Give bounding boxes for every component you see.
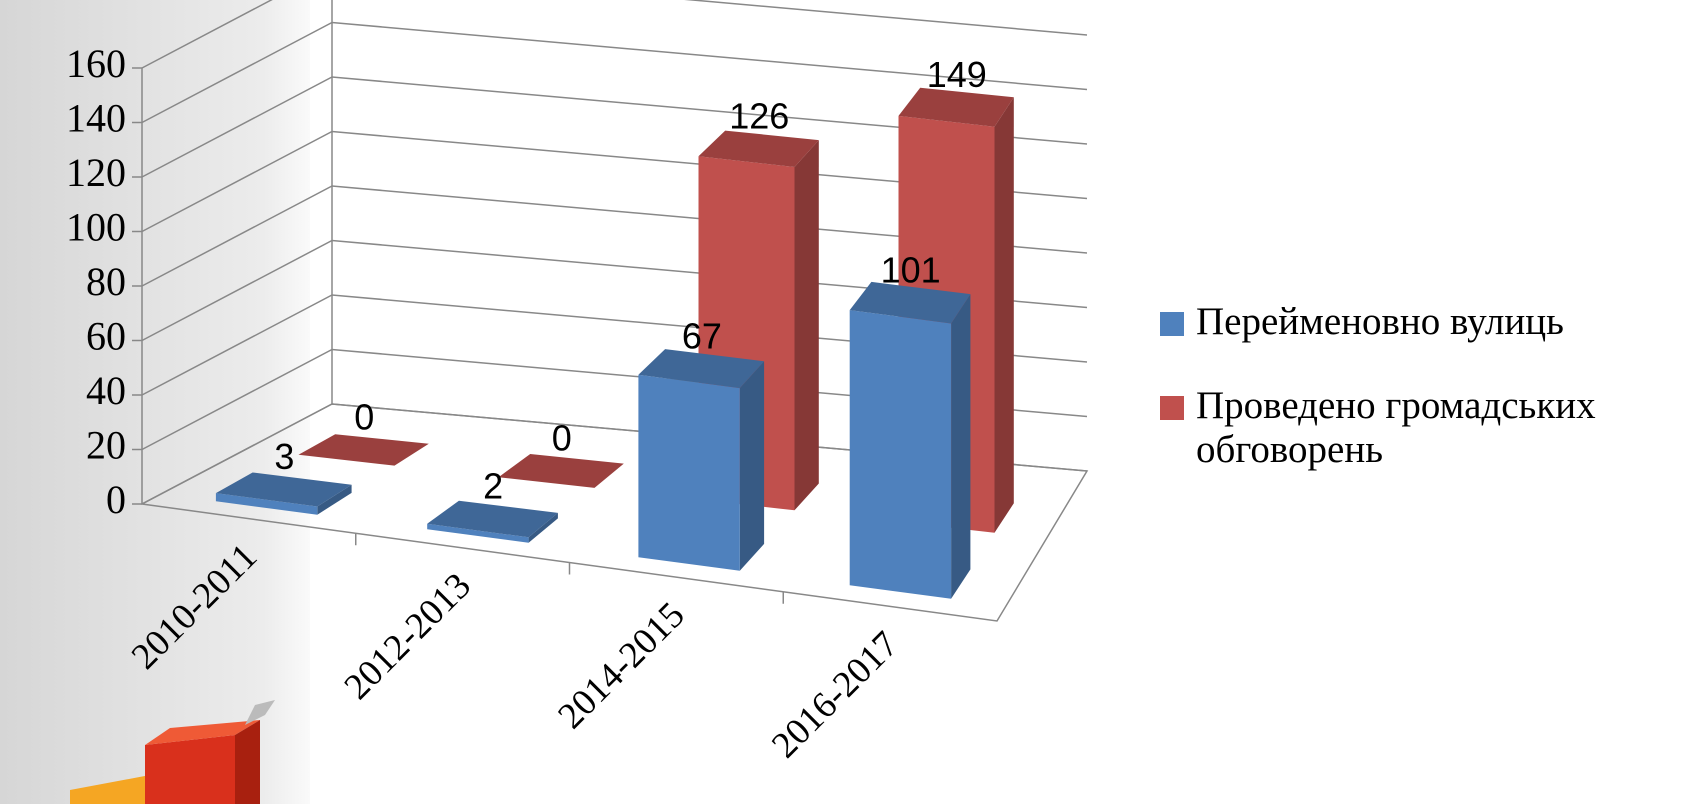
- value-label: 2: [483, 466, 503, 507]
- value-label: 67: [682, 315, 722, 356]
- bar-front: [638, 374, 740, 571]
- y-tick-label: 100: [66, 205, 126, 250]
- y-tick-label: 120: [66, 150, 126, 195]
- bar-top: [498, 454, 624, 488]
- value-label: 149: [927, 54, 987, 95]
- value-label: 0: [552, 418, 572, 459]
- grid-line: [141, 185, 1088, 287]
- grid-line: [141, 130, 1088, 233]
- bar-top: [698, 130, 819, 167]
- grid-line: [141, 348, 1088, 451]
- y-tick-label: 80: [86, 259, 126, 304]
- grid-line: [141, 239, 1088, 342]
- legend-swatch: [1160, 312, 1184, 336]
- value-label: 101: [881, 249, 941, 290]
- legend-item: Перейменовно вулиць: [1160, 300, 1680, 344]
- bar-side: [794, 140, 819, 511]
- y-tick-label: 0: [106, 477, 126, 522]
- y-tick-label: 40: [86, 368, 126, 413]
- decoration: [70, 700, 275, 804]
- value-label: 0: [354, 397, 374, 438]
- bar-top: [849, 281, 971, 324]
- bar-front: [849, 310, 952, 599]
- bar-top: [898, 87, 1014, 127]
- legend-label: Проведено громадських обговорень: [1196, 384, 1596, 471]
- legend-swatch: [1160, 396, 1184, 420]
- y-tick-label: 20: [86, 423, 126, 468]
- bar-front: [427, 523, 529, 543]
- value-label: 3: [274, 436, 294, 477]
- legend-label: Перейменовно вулиць: [1196, 300, 1564, 343]
- x-tick-label: 2016-2017: [764, 624, 906, 766]
- y-tick-label: 60: [86, 314, 126, 359]
- grid-line: [141, 403, 1088, 505]
- bar-top: [427, 500, 558, 538]
- value-label: 126: [729, 95, 789, 136]
- grid-line: [141, 76, 1088, 178]
- bar-top: [215, 472, 352, 507]
- y-tick-label: 160: [66, 41, 126, 86]
- bar-top: [298, 434, 429, 466]
- side-panel: [0, 0, 310, 804]
- bar-side: [951, 294, 971, 599]
- x-tick-label: 2012-2013: [337, 565, 479, 707]
- bar-side: [994, 97, 1014, 533]
- x-tick-label: 2014-2015: [550, 594, 692, 736]
- y-tick-label: 140: [66, 96, 126, 141]
- legend: Перейменовно вулиць Проведено громадських…: [1160, 300, 1680, 512]
- legend-item: Проведено громадських обговорень: [1160, 384, 1680, 472]
- bar-side: [528, 512, 558, 543]
- grid-line: [141, 21, 1088, 124]
- grid-line: [141, 0, 1088, 69]
- grid-line: [141, 294, 1088, 396]
- bar-side: [739, 361, 765, 571]
- bar-front: [215, 493, 318, 515]
- bar-top: [638, 349, 765, 389]
- bar-side: [317, 484, 352, 515]
